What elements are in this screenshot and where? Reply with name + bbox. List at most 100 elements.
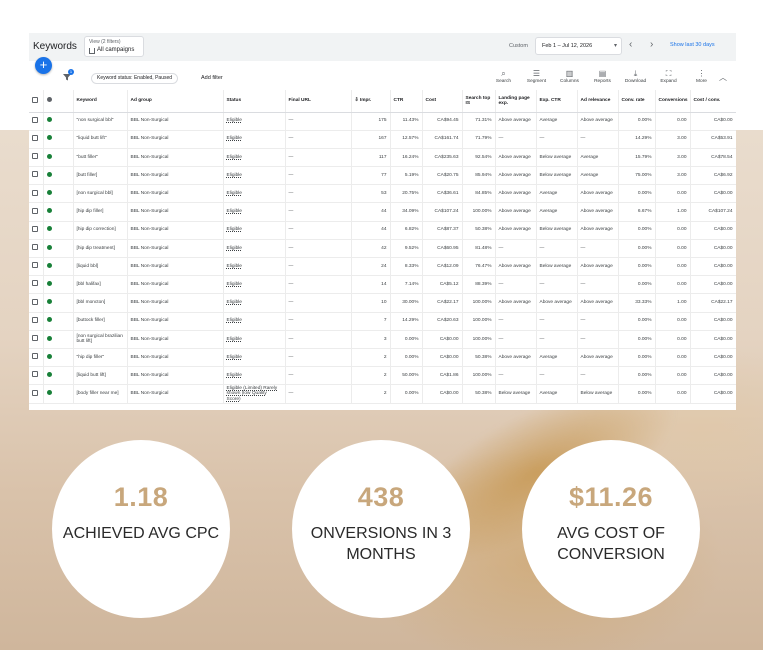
status-cell[interactable]: Eligible [223,202,286,222]
table-row[interactable]: [bbl moncton] BBL Non-Surgical Eligible —10… [29,293,736,313]
table-row[interactable]: "liquid butt lift" BBL Non-Surgical Eligib… [29,130,736,149]
ad-group-link[interactable]: BBL Non-Surgical [127,112,224,131]
row-checkbox[interactable] [32,116,38,123]
row-checkbox[interactable] [32,153,38,160]
more-tool[interactable]: ⋮ More [685,69,718,84]
row-checkbox[interactable] [32,371,38,378]
col-header[interactable]: Final URL [285,90,352,113]
status-cell[interactable]: Eligible [223,366,286,386]
table-row[interactable]: "non surgical bbl" BBL Non-Surgical Eligib… [29,112,736,131]
status-cell[interactable]: Eligible [223,348,286,368]
row-select-cell[interactable] [29,184,44,204]
col-header[interactable]: Conv. rate [618,90,656,113]
ad-group-link[interactable]: BBL Non-Surgical [127,384,224,404]
columns-tool[interactable]: ▥ Columns [553,69,586,84]
row-checkbox[interactable] [32,298,38,305]
table-row[interactable]: [hip dip filler] BBL Non-Surgical Eligible… [29,202,736,222]
keyword-cell[interactable]: [hip dip correction] [73,221,128,240]
ad-group-link[interactable]: BBL Non-Surgical [127,239,224,259]
expand-tool[interactable]: ⛶ Expand [652,69,685,84]
ad-group-link[interactable]: BBL Non-Surgical [127,202,224,222]
table-row[interactable]: [non surgical brazilian butt lift] BBL No… [29,330,736,349]
select-all-cell[interactable] [29,90,44,113]
row-checkbox[interactable] [32,316,38,323]
col-header[interactable]: Conversions [655,90,691,113]
status-cell[interactable]: Eligible [223,166,286,186]
row-select-cell[interactable] [29,112,44,131]
row-checkbox[interactable] [32,335,38,342]
keyword-cell[interactable]: [hip dip filler] [73,202,128,222]
row-select-cell[interactable] [29,202,44,222]
row-select-cell[interactable] [29,166,44,186]
keyword-cell[interactable]: "hip dip filler" [73,348,128,368]
table-row[interactable]: [non surgical bbl] BBL Non-Surgical Eligib… [29,184,736,204]
status-cell[interactable]: Eligible [223,312,286,331]
ad-group-link[interactable]: BBL Non-Surgical [127,348,224,368]
table-row[interactable]: [liquid bbl] BBL Non-Surgical Eligible —24 8… [29,257,736,277]
reports-tool[interactable]: ▤ Reports [586,69,619,84]
col-header[interactable]: CTR [390,90,423,113]
ad-group-link[interactable]: BBL Non-Surgical [127,293,224,313]
row-select-cell[interactable] [29,293,44,313]
ad-group-link[interactable]: BBL Non-Surgical [127,330,224,349]
ad-group-link[interactable]: BBL Non-Surgical [127,130,224,149]
keyword-cell[interactable]: [liquid bbl] [73,257,128,277]
filter-chip[interactable]: Keyword status: Enabled, Paused [91,73,179,84]
row-select-cell[interactable] [29,130,44,149]
row-checkbox[interactable] [32,353,38,360]
keyword-cell[interactable]: [liquid butt lift] [73,366,128,386]
col-header[interactable]: Keyword [73,90,128,113]
download-tool[interactable]: ⤓ Download [619,69,652,84]
status-cell[interactable]: Eligible [223,130,286,149]
table-row[interactable]: [buttock filler] BBL Non-Surgical Eligible… [29,312,736,331]
add-button[interactable]: + [35,57,52,74]
status-cell[interactable]: Eligible (Limited) Rarely shown (low Qua… [223,384,286,404]
filter-icon[interactable] [63,73,71,81]
status-cell[interactable]: Eligible [223,148,286,168]
row-checkbox[interactable] [32,225,38,232]
row-checkbox[interactable] [32,134,38,141]
keyword-cell[interactable]: [non surgical brazilian butt lift] [73,330,128,349]
row-checkbox[interactable] [32,207,38,214]
status-cell[interactable]: Eligible [223,275,286,295]
table-row[interactable]: [hip dip correction] BBL Non-Surgical Elig… [29,221,736,240]
ad-group-link[interactable]: BBL Non-Surgical [127,366,224,386]
select-all-checkbox[interactable] [32,96,38,103]
ad-group-link[interactable]: BBL Non-Surgical [127,275,224,295]
row-checkbox[interactable] [32,262,38,269]
row-select-cell[interactable] [29,384,44,404]
col-header[interactable]: Cost [422,90,463,113]
chevron-up-icon[interactable]: ︿ [719,73,727,82]
keyword-cell[interactable]: [non surgical bbl] [73,184,128,204]
table-row[interactable]: "butt filler" BBL Non-Surgical Eligible —11… [29,148,736,168]
row-checkbox[interactable] [32,244,38,251]
row-select-cell[interactable] [29,366,44,386]
keyword-cell[interactable]: [butt filler] [73,166,128,186]
row-select-cell[interactable] [29,312,44,331]
status-cell[interactable]: Eligible [223,221,286,240]
view-selector[interactable]: View (2 filters) All campaigns [84,36,144,57]
status-cell[interactable]: Eligible [223,239,286,259]
keyword-cell[interactable]: [buttock filler] [73,312,128,331]
date-range-picker[interactable]: Feb 1 – Jul 12, 2026 ▾ [535,37,622,55]
status-cell[interactable]: Eligible [223,330,286,349]
row-select-cell[interactable] [29,221,44,240]
status-cell[interactable]: Eligible [223,112,286,131]
table-row[interactable]: "hip dip filler" BBL Non-Surgical Eligible… [29,348,736,368]
row-select-cell[interactable] [29,330,44,349]
col-header[interactable]: Exp. CTR [536,90,578,113]
status-cell[interactable]: Eligible [223,293,286,313]
keyword-cell[interactable]: [body filler near me] [73,384,128,404]
col-header[interactable]: Search top IS [462,90,496,113]
keyword-cell[interactable]: [hip dip treatment] [73,239,128,259]
keyword-cell[interactable]: [bbl moncton] [73,293,128,313]
row-checkbox[interactable] [32,171,38,178]
table-row[interactable]: [liquid butt lift] BBL Non-Surgical Eligib… [29,366,736,386]
chevron-left-icon[interactable]: ‹ [629,39,633,50]
row-checkbox[interactable] [32,389,38,396]
col-header[interactable]: Landing page exp. [495,90,537,113]
col-header[interactable]: Ad group [127,90,224,113]
ad-group-link[interactable]: BBL Non-Surgical [127,312,224,331]
keyword-cell[interactable]: "butt filler" [73,148,128,168]
add-filter-button[interactable]: Add filter [201,75,223,81]
